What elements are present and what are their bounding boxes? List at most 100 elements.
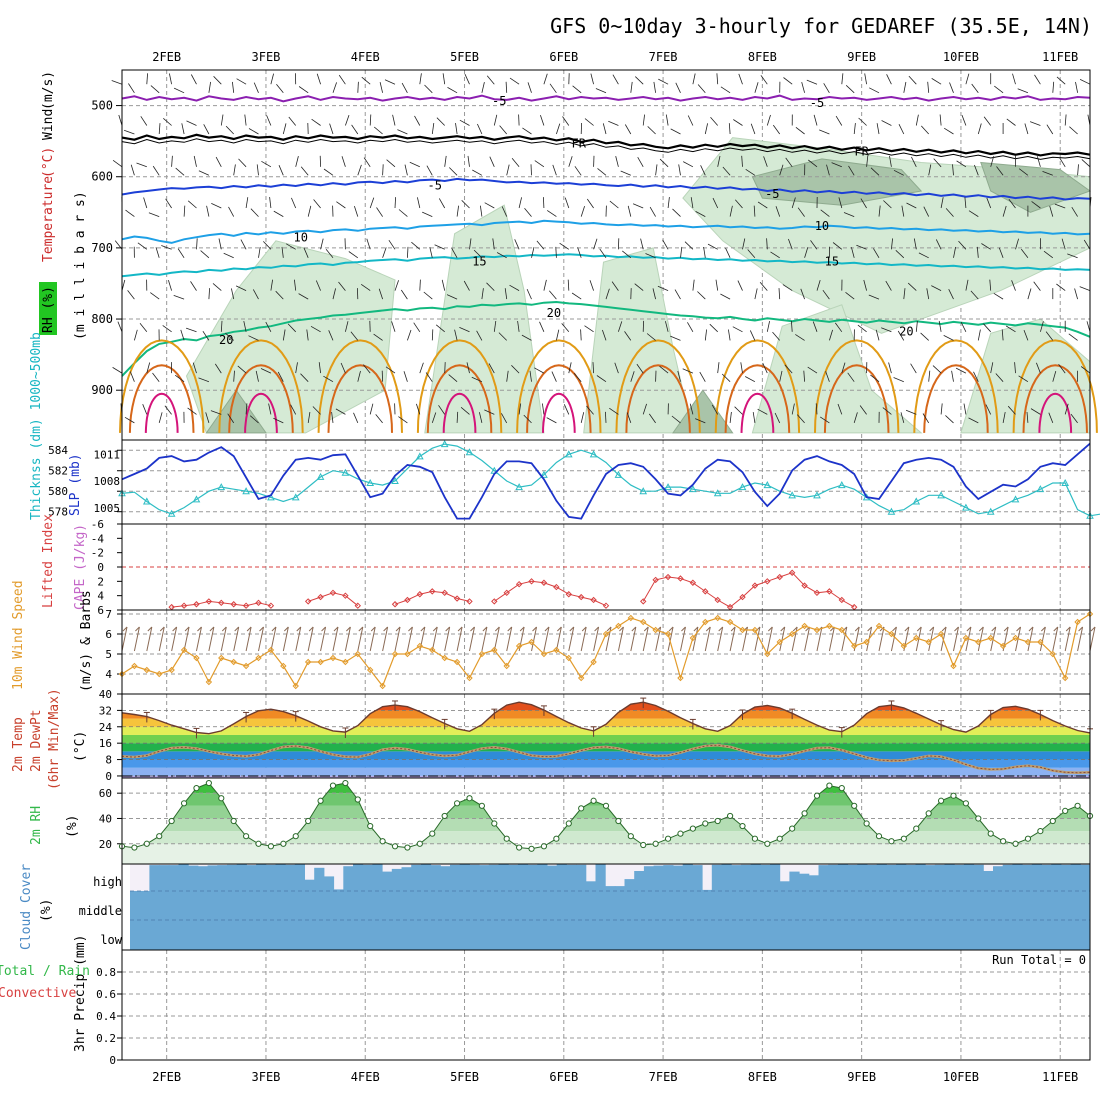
wind-barb	[989, 279, 992, 291]
wind10-barb-flag	[532, 626, 537, 632]
thickness-marker	[366, 478, 375, 487]
rh-marker	[1037, 828, 1044, 835]
isotherm-20	[121, 300, 1091, 377]
wind-barb	[990, 362, 994, 374]
wind10-barb-flag	[383, 626, 388, 632]
thickness-marker	[242, 487, 250, 495]
thickness-marker	[1036, 485, 1045, 493]
wind10-speed-marker	[466, 674, 473, 682]
lifted-index-marker	[503, 589, 510, 597]
wind-barb	[762, 362, 768, 374]
wind-barb	[665, 114, 669, 126]
wind-barb	[357, 370, 361, 382]
lowlevel-temp-loop	[128, 364, 195, 433]
wind-barb	[211, 203, 222, 209]
wind10-barb-flag	[271, 626, 277, 632]
wind10-barb	[133, 626, 140, 652]
thickness-marker	[515, 483, 523, 491]
wind-barb	[455, 123, 458, 135]
rh-marker	[205, 779, 212, 787]
wind-barb	[608, 120, 619, 126]
wind-barb	[599, 248, 607, 259]
rh-shading-high	[751, 158, 923, 206]
cloud-high-bar	[963, 864, 975, 891]
wind-barb	[692, 73, 696, 85]
wind10-barb	[282, 626, 289, 652]
wind-barb	[682, 368, 694, 374]
wind-barb	[745, 168, 756, 176]
wind-barb	[477, 123, 483, 135]
wind-barb	[294, 279, 297, 291]
wind-barb	[838, 197, 843, 209]
wind-barb	[683, 161, 694, 168]
wind-barb	[895, 250, 905, 259]
rh-marker	[987, 830, 994, 837]
wind-barb	[940, 403, 943, 415]
lifted-index-marker	[565, 591, 572, 598]
wind-barb	[540, 114, 545, 126]
wind10-barb	[468, 626, 475, 652]
wind10-tick-label: 5	[105, 648, 112, 661]
wind-barb	[134, 329, 138, 341]
wind-barb	[181, 123, 185, 135]
cloud-high-bar	[905, 864, 916, 891]
isotherm-FR	[121, 133, 1091, 157]
wind10-tick-label: 7	[105, 608, 112, 621]
wind-barb	[707, 243, 718, 250]
wind10-barb	[928, 626, 935, 652]
wind-barb	[687, 115, 694, 126]
wind-barb	[218, 238, 222, 250]
wind-barb	[158, 412, 163, 424]
wind-barb	[841, 362, 846, 374]
wind-barb	[171, 155, 173, 167]
lowlevel-temp-loop	[218, 339, 304, 433]
wind-barb	[373, 333, 383, 341]
wind-barb	[642, 114, 645, 126]
wind-barb	[803, 370, 805, 382]
wind10-barb-flag	[681, 626, 686, 632]
rh-marker	[416, 840, 423, 847]
cloud-high-bar	[886, 864, 897, 891]
wind-barb	[653, 81, 656, 93]
wind-barb	[124, 416, 135, 424]
wind-barb	[931, 285, 942, 291]
rh-marker	[950, 792, 957, 799]
wind-barb	[626, 412, 632, 424]
cloud-high-bar	[1041, 864, 1052, 891]
rh-marker	[354, 796, 361, 803]
pressure-tick-label: 600	[91, 170, 113, 184]
rh-marker	[640, 841, 647, 849]
temp-tick-label: 32	[99, 704, 112, 717]
wind-barb	[190, 74, 197, 85]
cloud-high-bar	[915, 864, 926, 891]
wind-barb	[202, 330, 210, 341]
wind-barb	[640, 238, 644, 250]
cloud-high-bar	[595, 864, 606, 891]
cloud-high-bar	[246, 865, 257, 891]
isotherm-10	[121, 219, 1091, 244]
thickness-marker	[192, 495, 201, 503]
wind-barb	[573, 372, 582, 382]
rh-marker	[391, 843, 399, 850]
rh-tick-label: 40	[99, 812, 112, 825]
wind-barb	[779, 164, 784, 176]
wind-barb	[493, 320, 497, 332]
temp-color-band	[122, 759, 1090, 768]
wind-barb	[572, 85, 582, 94]
precip-legend-convective: Convective	[0, 986, 76, 1001]
wind-barb	[728, 123, 731, 135]
wind-barb	[461, 200, 470, 209]
wind-barb	[622, 250, 632, 259]
wind-barb	[590, 73, 594, 85]
wind-barb	[943, 335, 954, 341]
wind10-barb	[270, 626, 277, 652]
wind-barb	[804, 247, 809, 258]
wind10-speed-marker	[366, 666, 374, 674]
wind10-speed-marker	[1074, 618, 1081, 626]
temp-color-band	[122, 775, 1090, 778]
wind-barb	[486, 75, 495, 85]
bottom-date-label-10FEB: 10FEB	[943, 1070, 979, 1084]
wind10-barb-flag	[172, 626, 177, 632]
wind10-barb	[766, 626, 773, 652]
cloud-high-bar	[362, 864, 373, 891]
